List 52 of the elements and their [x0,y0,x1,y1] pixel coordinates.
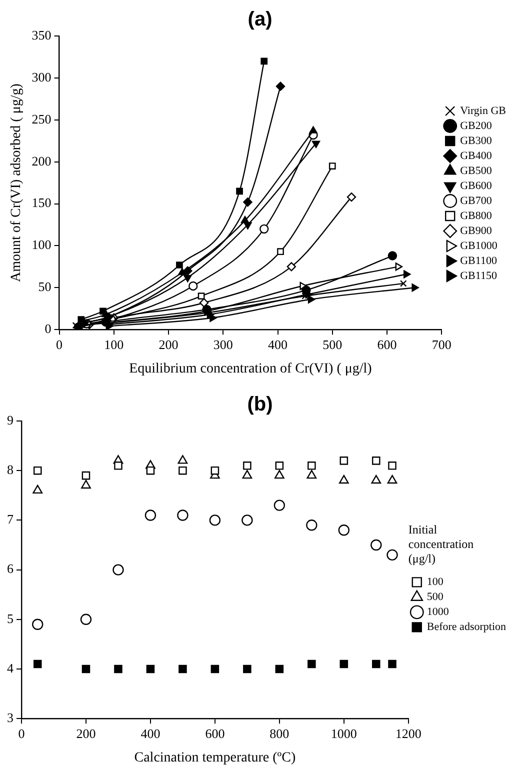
x-tick-label: 300 [213,336,233,352]
x-tick-label: 0 [18,726,25,741]
x-tick-label: 0 [56,336,63,352]
legend-label: GB800 [460,210,492,222]
x-tick-label: 600 [205,726,225,741]
legend-label: 100 [426,576,444,588]
x-axis-title: Equilibrium concentration of Cr(VI) ( μg/l) [129,361,372,376]
legend-label: GB500 [460,164,492,177]
y-tick-label: 200 [32,153,52,168]
chart-title: (a) [248,8,272,31]
x-tick-label: 1200 [395,726,422,741]
y-tick-label: 4 [7,660,14,676]
y-tick-label: 250 [32,111,52,126]
y-tick-label: 7 [7,512,14,527]
legend-label: 500 [426,591,444,604]
y-tick-label: 5 [7,610,14,626]
legend-label: GB700 [460,194,492,207]
legend-label: GB200 [460,120,492,132]
legend-label: GB400 [460,150,492,162]
x-tick-label: 400 [140,726,160,741]
y-tick-label: 300 [32,69,52,84]
legend-label: GB300 [460,134,492,147]
x-tick-label: 500 [322,336,342,352]
x-tick-label: 100 [104,336,124,352]
y-axis-title: Amount of Cr(VI) adsorbed ( μg/g) [9,83,24,282]
legend-label: GB900 [460,224,492,237]
x-tick-label: 700 [432,336,452,352]
y-tick-label: 100 [32,237,52,252]
legend-label: GB1150 [460,270,498,282]
legend-label: Virgin GB [460,104,506,117]
y-tick-label: 50 [38,279,52,294]
legend-label: GB600 [460,180,492,192]
y-tick-label: 150 [32,195,52,210]
x-tick-label: 400 [268,336,288,352]
x-axis-title: Calcination temperature (ºC) [134,750,296,766]
y-tick-label: 350 [32,27,52,42]
y-tick-label: 9 [7,412,14,428]
y-tick-label: 0 [44,321,52,336]
x-tick-label: 1000 [330,726,357,741]
y-tick-label: 6 [7,561,14,576]
legend-label: Before adsorption [426,621,506,634]
legend-label: GB1100 [460,254,498,267]
x-tick-label: 200 [158,336,178,352]
x-tick-label: 200 [76,726,96,741]
legend-label: GB1000 [460,240,498,252]
legend-label: 1000 [426,606,450,618]
y-tick-label: 8 [7,462,14,478]
legend-title: Initial concentration (μg/l) [408,522,474,566]
y-tick-label: 3 [7,710,14,726]
chart-title: (b) [247,394,273,416]
x-tick-label: 800 [270,726,290,741]
x-tick-label: 600 [377,336,397,352]
